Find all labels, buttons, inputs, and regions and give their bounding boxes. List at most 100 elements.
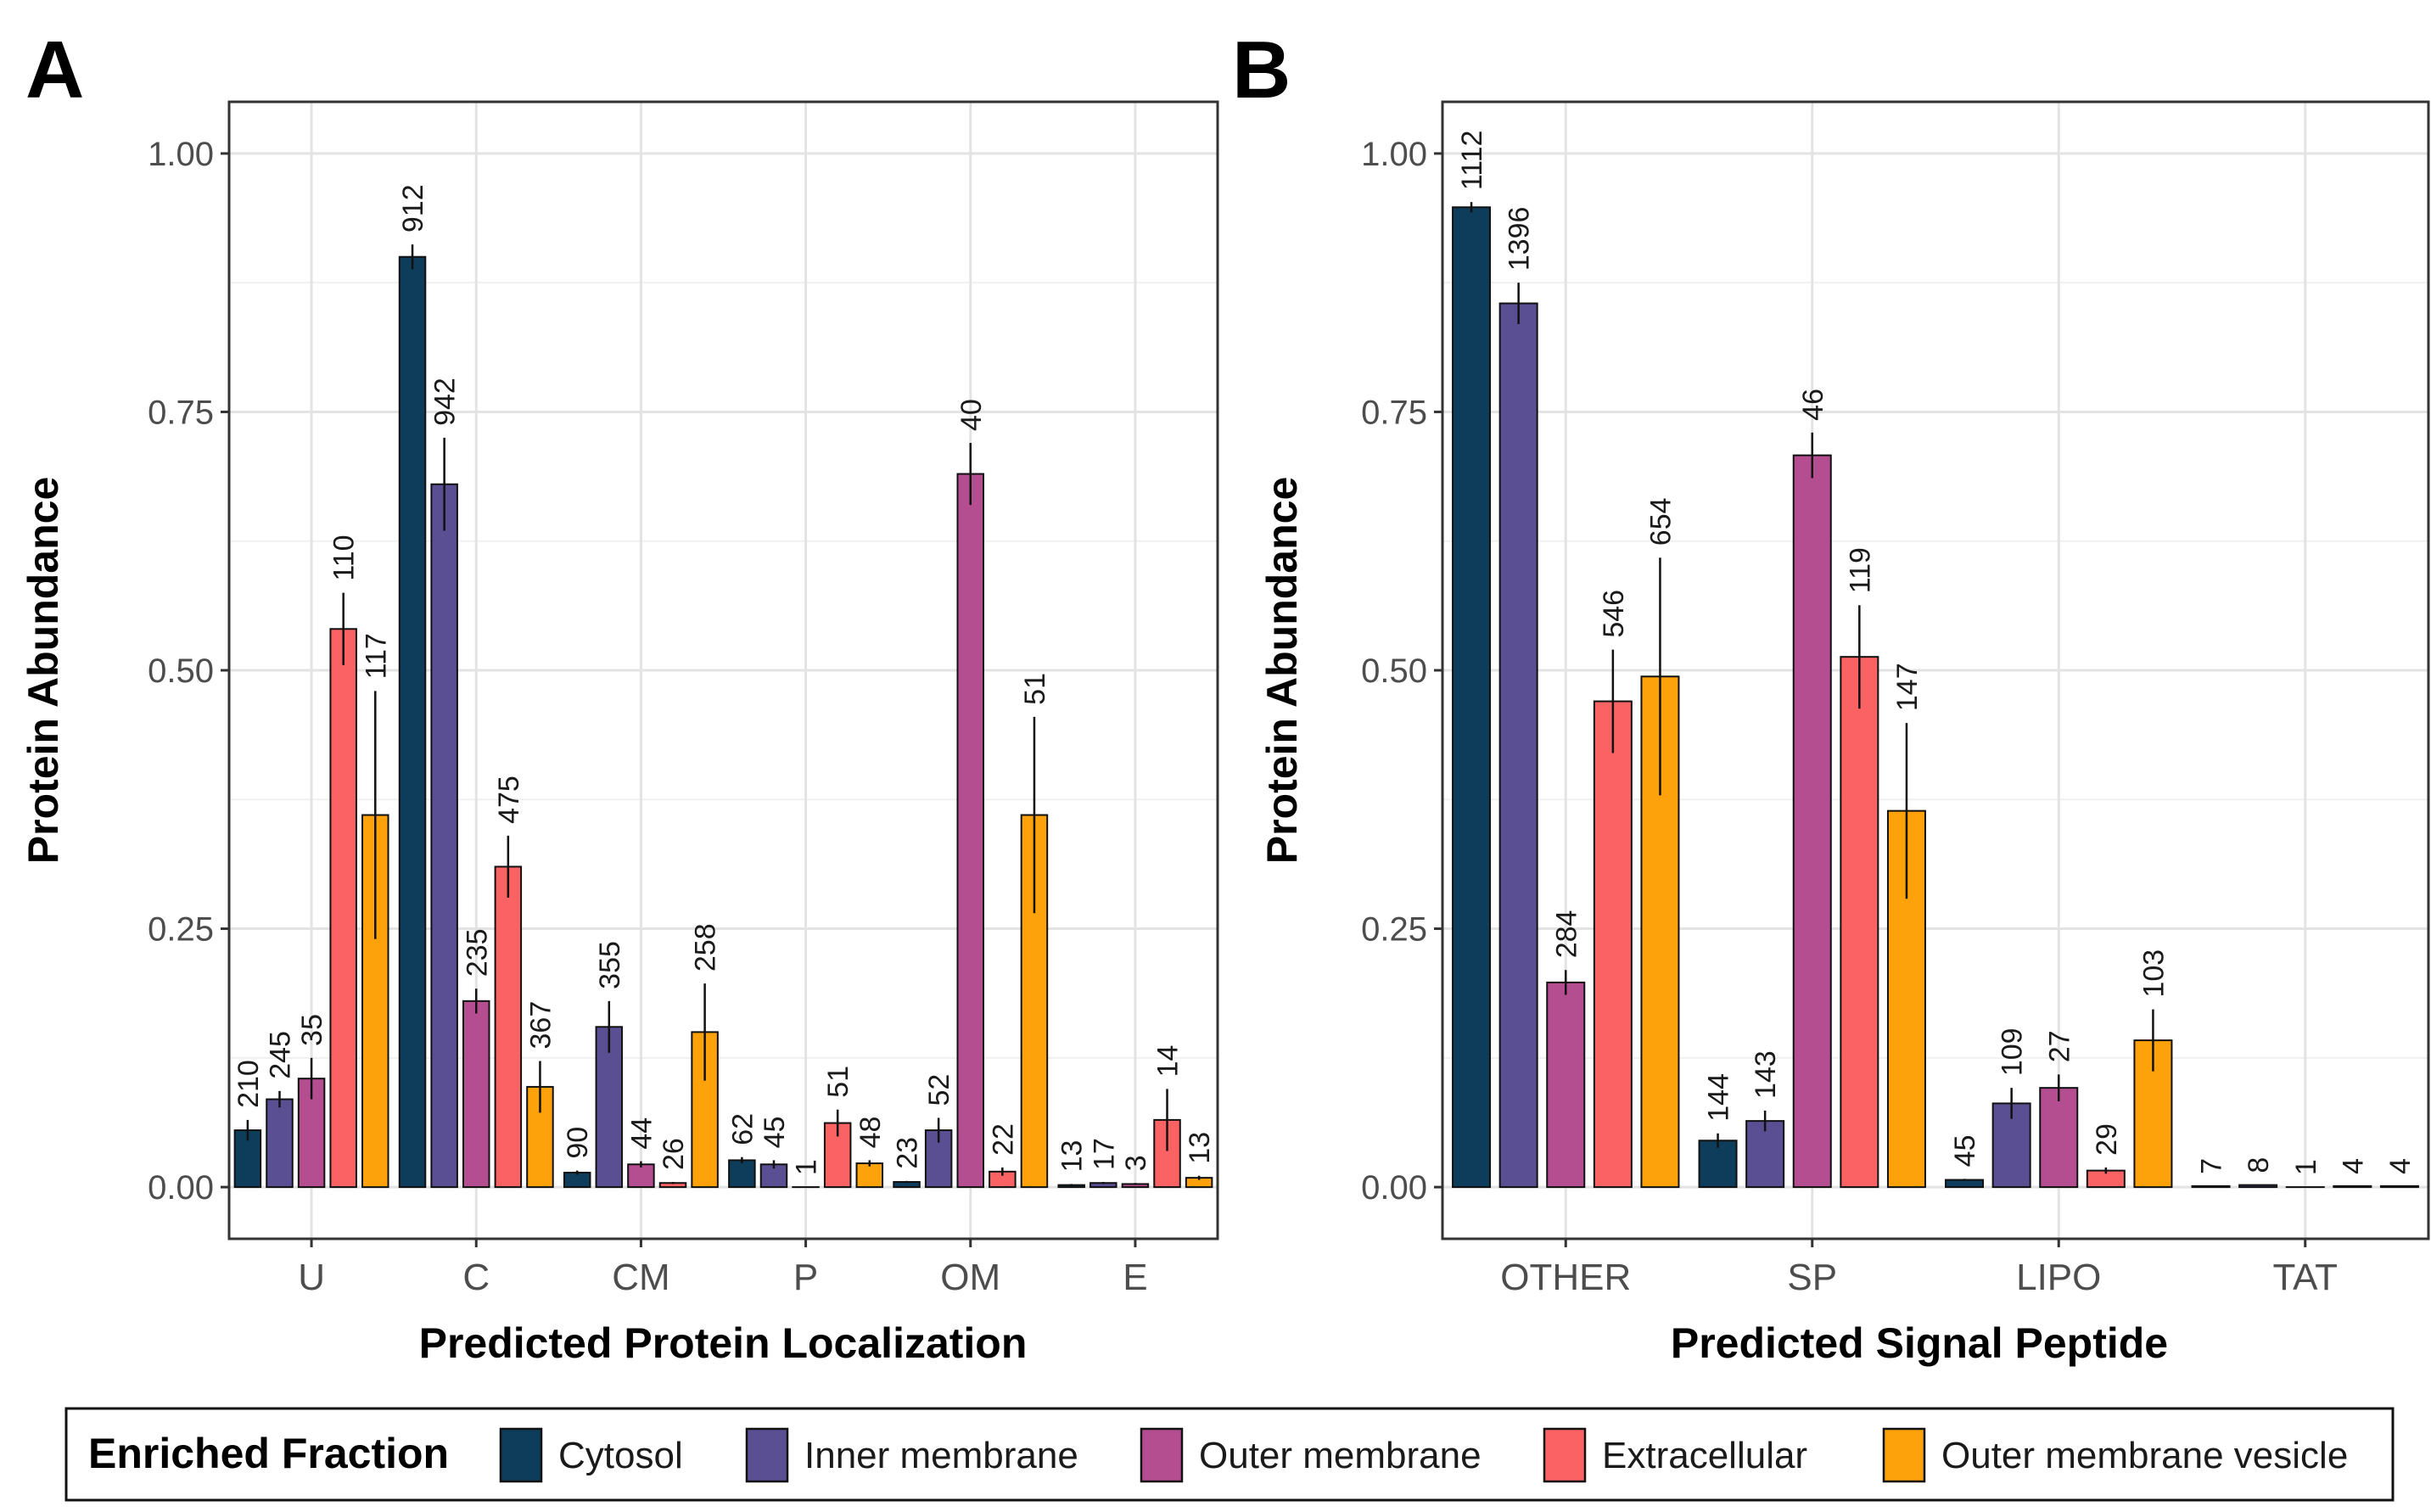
x-tick-label: LIPO [2016, 1257, 2101, 1298]
bar-inner-membrane-other [1498, 302, 1538, 1189]
bar-outer-membrane-lipo [2039, 1087, 2079, 1189]
count-label: 52 [923, 1074, 955, 1106]
count-label: 13 [1184, 1132, 1216, 1164]
count-label: 26 [658, 1138, 690, 1170]
y-tick-label: 0.25 [148, 911, 214, 949]
plot-border [1441, 100, 2430, 1240]
legend-title: Enriched Fraction [88, 1430, 449, 1477]
count-label: 210 [232, 1060, 265, 1108]
legend-swatch-inner-membrane [745, 1427, 789, 1483]
y-tick-label: 0.00 [148, 1169, 214, 1207]
bar-extracellular-u [329, 628, 357, 1189]
y-axis-title: Protein Abundance [20, 477, 67, 865]
bar-outer-membrane-c [462, 1000, 490, 1189]
count-label: 51 [822, 1066, 854, 1098]
count-label: 245 [264, 1031, 296, 1079]
count-label: 4 [2384, 1158, 2417, 1174]
legend-label-inner-membrane: Inner membrane [804, 1435, 1078, 1476]
count-label: 4 [2337, 1158, 2369, 1174]
count-label: 1112 [1456, 131, 1488, 191]
bar-cytosol-sp [1698, 1140, 1738, 1189]
legend: Enriched Fraction Cytosol Inner membrane Ou… [64, 1407, 2395, 1502]
legend-swatch-outer-membrane [1140, 1427, 1184, 1483]
count-label: 1396 [1504, 207, 1536, 272]
legend-box [64, 1407, 2395, 1502]
count-label: 367 [524, 1001, 557, 1050]
count-label: 62 [726, 1113, 759, 1145]
count-label: 117 [360, 633, 392, 679]
bar-inner-membrane-cm [595, 1026, 624, 1189]
count-label: 119 [1844, 547, 1876, 593]
y-tick-label: 0.50 [1361, 652, 1427, 690]
count-label: 284 [1550, 910, 1582, 959]
count-label: 110 [328, 535, 361, 580]
bar-outer-membrane-vesicle-p [855, 1162, 884, 1189]
y-tick-label: 1.00 [1361, 136, 1427, 173]
count-label: 546 [1598, 590, 1630, 638]
bar-inner-membrane-c [430, 483, 458, 1189]
plot-border [227, 100, 1219, 1240]
bar-cytosol-cm [563, 1172, 591, 1189]
count-label: 51 [1019, 673, 1051, 705]
count-label: 7 [2196, 1158, 2228, 1174]
panel-letter: A [25, 25, 84, 115]
count-label: 109 [1997, 1028, 2029, 1076]
count-label: 45 [759, 1117, 791, 1149]
count-label: 143 [1750, 1050, 1782, 1099]
count-label: 1 [2290, 1159, 2322, 1175]
count-label: 35 [296, 1014, 328, 1046]
count-label: 475 [493, 776, 525, 824]
bar-cytosol-lipo [1945, 1179, 1985, 1189]
count-label: 235 [461, 928, 493, 977]
bar-outer-membrane-om [956, 473, 984, 1189]
legend-swatch-outer-membrane-vesicle [1882, 1427, 1926, 1483]
x-tick-label: C [462, 1257, 490, 1298]
x-tick-label: TAT [2272, 1257, 2338, 1298]
bar-cytosol-other [1452, 206, 1492, 1189]
legend-swatch-extracellular [1543, 1427, 1587, 1483]
bar-inner-membrane-u [266, 1098, 294, 1189]
x-tick-label: OTHER [1500, 1257, 1631, 1298]
bar-cytosol-tat [2191, 1184, 2231, 1189]
y-tick-label: 0.00 [1361, 1169, 1427, 1207]
legend-label-outer-membrane: Outer membrane [1199, 1435, 1482, 1476]
count-label: 17 [1088, 1138, 1120, 1170]
bar-inner-membrane-tat [2238, 1184, 2278, 1189]
bar-outer-membrane-sp [1792, 454, 1832, 1189]
count-label: 90 [562, 1127, 594, 1159]
count-label: 29 [2091, 1123, 2123, 1156]
x-tick-label: CM [612, 1257, 669, 1298]
count-label: 14 [1152, 1045, 1185, 1078]
x-tick-label: OM [940, 1257, 1000, 1298]
count-label: 40 [955, 399, 988, 431]
x-axis-title: Predicted Protein Localization [419, 1319, 1028, 1367]
count-label: 144 [1703, 1073, 1735, 1122]
count-label: 27 [2043, 1030, 2075, 1062]
count-label: 45 [1949, 1135, 1981, 1168]
bar-extracellular-other [1593, 700, 1633, 1189]
legend-label-extracellular: Extracellular [1602, 1435, 1807, 1476]
count-label: 44 [625, 1117, 658, 1150]
count-label: 8 [2243, 1157, 2275, 1173]
count-label: 258 [690, 923, 722, 972]
y-tick-label: 0.50 [148, 652, 214, 690]
count-label: 23 [892, 1137, 924, 1169]
count-label: 3 [1120, 1155, 1152, 1171]
count-label: 103 [2137, 949, 2170, 998]
bar-extracellular-tat [2333, 1184, 2372, 1189]
bar-outer-membrane-other [1546, 981, 1586, 1189]
y-tick-label: 1.00 [148, 136, 214, 173]
x-axis-title: Predicted Signal Peptide [1671, 1319, 2168, 1367]
count-label: 22 [987, 1123, 1019, 1156]
y-axis-title: Protein Abundance [1258, 477, 1306, 865]
bar-extracellular-sp [1840, 656, 1879, 1189]
bar-cytosol-p [728, 1159, 756, 1189]
bar-cytosol-c [398, 255, 427, 1189]
count-label: 1 [791, 1159, 823, 1175]
bar-outer-membrane-cm [627, 1163, 655, 1189]
count-label: 147 [1891, 663, 1924, 711]
